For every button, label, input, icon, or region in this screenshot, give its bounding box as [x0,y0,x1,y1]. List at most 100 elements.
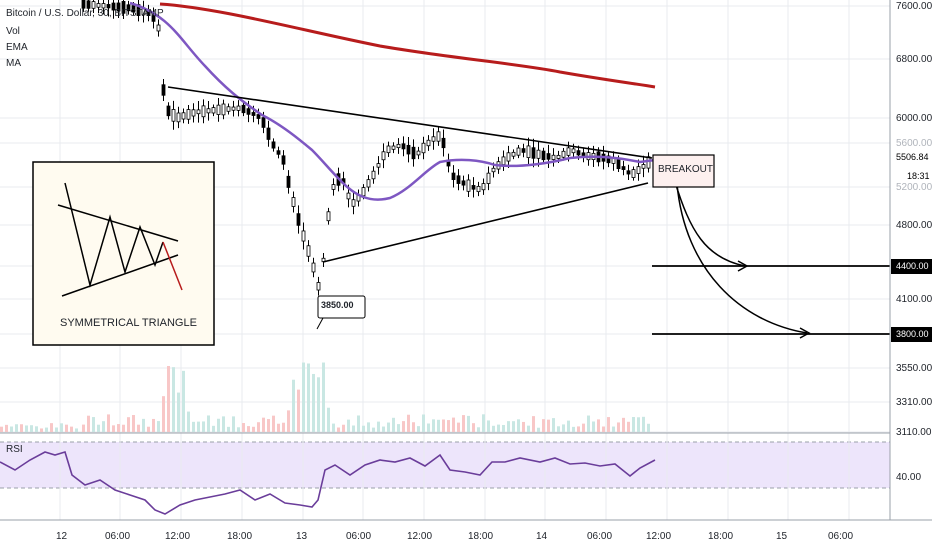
volume-bar [332,423,335,432]
rsi-series [0,451,656,515]
volume-bar [637,417,640,432]
volume-bar [317,377,320,432]
candle-body [176,112,181,123]
candle-body [191,109,196,117]
volume-bar [282,422,285,432]
volume-bar [437,419,440,432]
volume-bar [627,421,630,432]
indicator-ema[interactable]: EMA [6,42,28,53]
volume-bar [157,421,160,432]
candle-body [161,84,166,96]
volume-bar [252,426,255,432]
volume-bar [297,389,300,432]
volume-bar [497,424,500,432]
volume-bar [432,419,435,432]
volume-bar [422,414,425,432]
volume-bar [507,421,510,432]
volume-bar [60,423,63,432]
volume-bar [152,418,155,432]
volume-bar [642,416,645,432]
candle-body [261,117,266,128]
candle-body [431,136,436,142]
inset-caption: SYMMETRICAL TRIANGLE [60,317,197,329]
triangle-lower-line [322,182,649,263]
candle-body [456,175,461,184]
inset-zigzag [64,182,164,288]
volume-bar [122,424,125,432]
volume-bar [427,423,430,432]
candle-body [451,172,456,180]
volume-bar [357,415,360,432]
countdown-tag: 18:31 [907,171,930,181]
volume-bar [512,421,515,432]
volume-bar [622,417,625,432]
candle-body [126,4,131,12]
rsi-line [0,451,656,515]
candle-body [381,151,386,161]
volume-bar [242,423,245,432]
volume-bar [402,421,405,432]
volume-bar [177,392,180,432]
candle-body [421,142,426,154]
candle-body [511,151,516,157]
candle-body [296,213,301,226]
low-label-box [317,295,366,319]
price-tick: 5600.00 [896,138,932,149]
volume-bar [25,425,28,432]
volume-bar [517,419,520,432]
volume-bar [367,422,370,432]
indicator-ma[interactable]: MA [6,58,21,69]
candle-body [616,158,621,170]
volume-bar [92,417,95,432]
volume-bar [227,426,230,432]
candle-body [636,166,641,174]
level-tag-4400: 4400.00 [896,261,929,271]
candle-body [611,158,616,164]
candle-body [271,141,276,149]
candle-body [631,169,636,178]
candle-body [461,180,466,186]
volume-bar [472,423,475,432]
volume-bar [477,427,480,432]
inset-upper-line [57,204,179,242]
level-tag-3800-bg [891,327,932,342]
volume-bar [612,426,615,432]
candle-body [301,230,306,242]
volume-bar [302,362,305,432]
volume-bar [217,418,220,432]
volume-bar [142,418,145,432]
candle-body [436,131,441,142]
volume-bar [362,425,365,432]
volume-bar [527,425,530,432]
volume-bar [55,427,58,432]
volume-bar [30,425,33,432]
candle-body [546,153,551,160]
time-tick: 18:00 [468,531,494,542]
candle-body [411,146,416,160]
level-tag-4400-bg [891,259,932,274]
volume-bar [582,423,585,432]
candle-body [401,143,406,150]
candle-body [86,0,91,9]
breakout-label: BREAKOUT [658,164,714,175]
current-price-tag-bg [891,150,932,165]
indicator-vol[interactable]: Vol [6,26,20,37]
volume-bar [382,426,385,432]
price-tick: 5200.00 [896,182,932,193]
volume-bar [562,424,565,432]
candle-body [201,105,206,118]
candle-body [96,3,101,8]
candle-body [276,150,281,155]
volume-bar [577,426,580,432]
volume-bar [347,419,350,432]
candle-body [206,108,211,114]
volume-bar [267,419,270,432]
low-label: 3850.00 [321,300,354,310]
volume-bar [97,424,100,432]
volume-bar [35,426,38,432]
volume-bar [647,423,650,432]
candle-body [241,104,246,114]
candle-body [536,149,541,159]
candle-body [351,199,356,207]
